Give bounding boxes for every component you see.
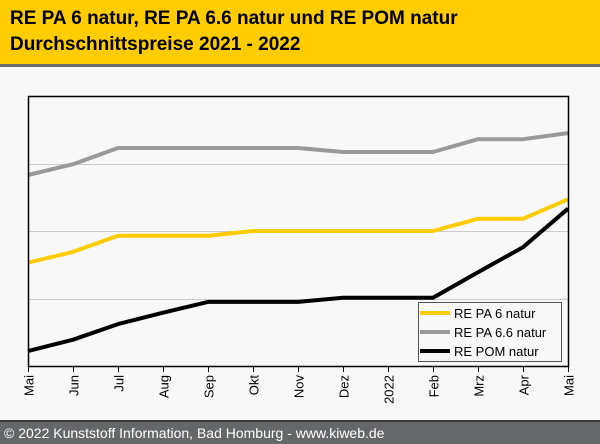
x-tick-label: Nov bbox=[292, 375, 307, 399]
series-line-2 bbox=[27, 131, 569, 177]
x-tick-label: Jul bbox=[112, 375, 127, 392]
footer: © 2022 Kunststoff Information, Bad Hombu… bbox=[0, 420, 600, 444]
chart-title-line-1: RE PA 6 natur, RE PA 6.6 natur und RE PO… bbox=[10, 8, 458, 29]
chart-header: RE PA 6 natur, RE PA 6.6 natur und RE PO… bbox=[0, 0, 600, 67]
x-tick-label: Jun bbox=[67, 375, 82, 396]
x-tick-label: Aug bbox=[157, 375, 172, 398]
legend-label-1: RE PA 6 natur bbox=[454, 306, 536, 321]
chart-area: Mai Jun Jul Aug Sep Okt Nov Dez 2022 Feb Mrz Apr Mai… bbox=[0, 67, 600, 420]
series-line-3 bbox=[27, 207, 570, 354]
copyright-text: © 2022 Kunststoff Information, Bad Hombu… bbox=[4, 425, 385, 441]
x-tick-label: Dez bbox=[337, 375, 352, 398]
x-tick-label: Feb bbox=[427, 375, 442, 397]
legend: RE PA 6 natur RE PA 6.6 natur RE POM natur bbox=[418, 302, 562, 362]
x-tick-label: Mrz bbox=[472, 375, 487, 397]
legend-label-3: RE POM natur bbox=[454, 344, 539, 359]
x-tick-label: Mai bbox=[562, 375, 577, 396]
x-tick-label: Apr bbox=[517, 374, 532, 395]
x-tick-label: Okt bbox=[247, 375, 262, 396]
line-chart: Mai Jun Jul Aug Sep Okt Nov Dez 2022 Feb Mrz Apr Mai… bbox=[22, 95, 577, 404]
x-tick-label: Mai bbox=[22, 375, 37, 396]
chart-title-line-2: Durchschnittspreise 2021 - 2022 bbox=[10, 34, 301, 55]
x-axis-ticks: Mai Jun Jul Aug Sep Okt Nov Dez 2022 Feb Mrz Apr Mai bbox=[22, 366, 577, 404]
x-tick-label: Sep bbox=[202, 375, 217, 398]
series-lines bbox=[27, 131, 570, 354]
x-tick-label: 2022 bbox=[382, 375, 397, 404]
legend-label-2: RE PA 6.6 natur bbox=[454, 325, 547, 340]
series-line-1 bbox=[27, 197, 569, 265]
